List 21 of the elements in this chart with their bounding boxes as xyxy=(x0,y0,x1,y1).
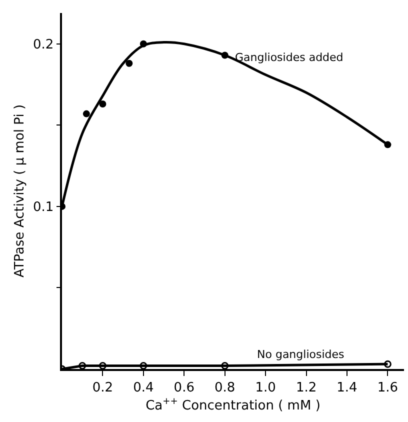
point xyxy=(99,100,106,108)
point xyxy=(78,362,86,369)
series-label: Gangliosides added xyxy=(235,51,344,64)
x-tick-label: 1.6 xyxy=(377,380,398,396)
point xyxy=(384,360,392,368)
x-tick-label: 0.6 xyxy=(174,380,194,396)
point xyxy=(221,362,229,369)
x-axis-title: Ca$^{++}$ Concentration ( mM ) xyxy=(146,396,320,414)
x-tick-label: 0.8 xyxy=(214,380,236,396)
x-tick-label: 0.2 xyxy=(92,380,114,396)
point xyxy=(140,362,148,369)
point xyxy=(82,110,90,118)
y-tick-label: 0.1 xyxy=(32,200,54,215)
x-tick-label: 1.0 xyxy=(255,380,276,396)
x-tick-label: 0.4 xyxy=(133,380,154,396)
x-tick-label: 1.4 xyxy=(336,380,358,396)
x-tick-label: 1.2 xyxy=(296,380,317,396)
point xyxy=(126,60,133,67)
y-axis-title: ATPase Activity ( μ mol Pi ) xyxy=(12,104,28,278)
series-label: No gangliosides xyxy=(257,348,345,361)
point xyxy=(98,362,106,369)
